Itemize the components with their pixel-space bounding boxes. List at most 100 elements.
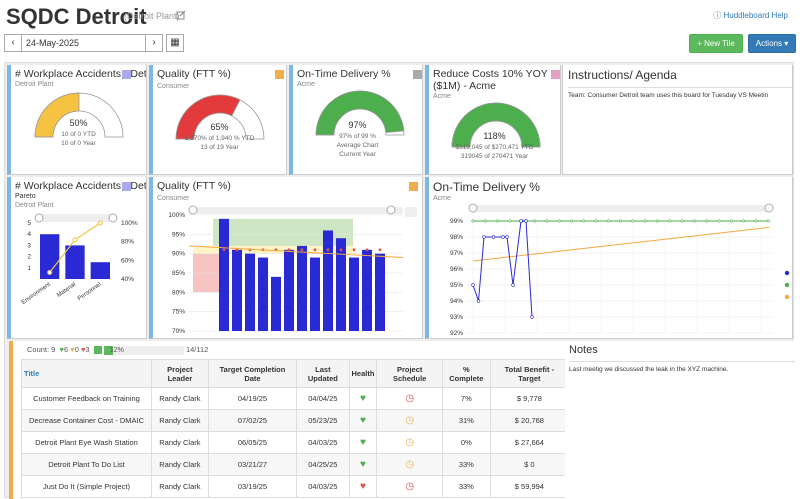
target-point xyxy=(471,219,475,223)
next-date-button[interactable]: › xyxy=(145,34,163,52)
target-point xyxy=(717,219,721,223)
tile-subtitle: Detroit Plant xyxy=(15,202,54,209)
table-row[interactable]: Decrease Container Cost - DMAIC Randy Cla… xyxy=(21,409,565,432)
notes-text[interactable]: Last meetig we discussed the leak in the… xyxy=(569,361,795,373)
progress-swatch xyxy=(93,346,102,355)
date-input[interactable]: 24-May-2025 xyxy=(22,34,146,52)
notes-title: Notes xyxy=(569,344,598,356)
target-point xyxy=(569,219,573,223)
gauge-value: 50% xyxy=(69,118,88,128)
red-heart-icon: ♥ xyxy=(80,345,86,354)
tile-quality-chart[interactable]: Quality (FTT %) Consumer 70% 75% 80% 85% 90%… xyxy=(149,177,423,339)
tile-pareto[interactable]: # Workplace Accidents - Det Pareto Detro… xyxy=(7,177,147,339)
target-point xyxy=(705,219,709,223)
column-header[interactable]: Total Benefit - Target xyxy=(489,359,565,388)
gauge-ytd: $319,045 of $270,471 YTD xyxy=(455,144,534,151)
tile-ontime[interactable]: On-Time Delivery % Acme 97% 97% of 99 % … xyxy=(289,65,423,175)
gauge-label: Average Chart xyxy=(336,142,379,149)
gauge-value: 97% xyxy=(348,120,367,130)
column-header[interactable]: Project Schedule xyxy=(376,359,443,388)
tile-color-marker xyxy=(275,70,284,79)
prev-date-button[interactable]: ‹ xyxy=(4,34,22,52)
cell-percent-complete: 7% xyxy=(441,387,491,410)
quality-bar xyxy=(336,238,346,331)
column-header[interactable]: Health xyxy=(348,359,378,388)
target-point xyxy=(557,219,561,223)
tile-title: Quality (FTT %) xyxy=(157,68,231,80)
health-heart-icon: ♥ xyxy=(348,453,378,476)
target-point xyxy=(692,219,696,223)
tile-title: # Workplace Accidents - Det xyxy=(15,180,147,192)
tile-costs[interactable]: Reduce Costs 10% YOY ($1M) - Acme Acme 1… xyxy=(425,65,561,175)
target-point xyxy=(742,219,746,223)
tile-quality[interactable]: Quality (FTT %) Consumer 65% 1,270% of 1… xyxy=(149,65,287,175)
gauge-fill xyxy=(34,92,80,138)
slider-handle-right xyxy=(108,213,118,223)
tile-accidents[interactable]: # Workplace Accidents - Det Detroit Plan… xyxy=(7,65,147,175)
target-point xyxy=(235,248,239,252)
quality-bar xyxy=(349,257,359,331)
y-tick-label: 95% xyxy=(450,282,463,289)
actual-line xyxy=(472,220,533,318)
calendar-button[interactable]: ▦ xyxy=(166,34,184,52)
table-row[interactable]: Customer Feedback on Training Randy Clark… xyxy=(21,387,565,410)
cell-last-updated: 04/03/25 xyxy=(296,431,350,454)
column-header[interactable]: Title xyxy=(21,359,152,388)
range-slider xyxy=(469,205,773,212)
slider-handle-right xyxy=(386,205,396,215)
y-tick-label: 2 xyxy=(27,254,31,261)
table-row[interactable]: Detroit Plant Eye Wash Station Randy Clar… xyxy=(21,431,565,454)
tile-color-marker xyxy=(122,182,131,191)
y-tick-label: 95% xyxy=(172,231,185,238)
cumulative-point xyxy=(72,237,78,243)
gauge-year: 10 of 0 Year xyxy=(61,140,96,147)
y-tick-label: 100% xyxy=(168,212,185,219)
health-heart-icon: ♥ xyxy=(348,431,378,454)
gauge-value: 65% xyxy=(210,122,229,132)
health-heart-icon: ♥ xyxy=(348,475,378,498)
y-tick-label: 85% xyxy=(172,270,185,277)
legend-dot xyxy=(784,270,790,276)
new-tile-button[interactable]: + New Tile xyxy=(689,34,743,53)
gauge-chart xyxy=(34,92,124,138)
y-tick-label: 1 xyxy=(27,265,31,272)
y-tick-label: 80% xyxy=(172,289,185,296)
target-point xyxy=(365,248,369,252)
y-tick-label: 97% xyxy=(450,250,463,257)
target-point xyxy=(680,219,684,223)
green-count: 6 xyxy=(63,345,69,354)
tile-color-marker xyxy=(413,70,422,79)
cell-target-date: 03/21/27 xyxy=(207,453,298,476)
column-header[interactable]: Last Updated xyxy=(296,359,350,388)
target-point xyxy=(619,219,623,223)
quality-bar xyxy=(375,253,385,331)
column-header[interactable]: Target Completion Date xyxy=(207,359,298,388)
download-icon xyxy=(405,207,417,217)
help-link[interactable]: ⓘ Huddleboard Help xyxy=(713,10,788,21)
pareto-bar xyxy=(65,245,85,279)
table-row[interactable]: Just Do It (Simple Project) Randy Clark 03… xyxy=(21,475,565,498)
gauge-chart xyxy=(451,102,541,148)
target-point xyxy=(766,219,770,223)
tile-ontime-chart[interactable]: On-Time Delivery % Acme 92% 93% 94% 95% 96% 9… xyxy=(425,177,793,339)
target-point xyxy=(313,248,317,252)
tile-instructions[interactable]: Instructions/ Agenda Team: Consumer Detr… xyxy=(562,65,793,175)
table-row[interactable]: Detroit Plant To Do List Randy Clark 03/21… xyxy=(21,453,565,476)
gauge-fill xyxy=(315,90,405,136)
trend-line xyxy=(188,245,404,259)
actions-button[interactable]: Actions ▾ xyxy=(748,34,796,53)
quality-bar xyxy=(284,249,294,331)
y-tick-label: 90% xyxy=(172,251,185,258)
target-point xyxy=(668,219,672,223)
cell-benefit: $ 0 xyxy=(489,453,565,476)
edit-icon[interactable] xyxy=(176,10,186,20)
quality-bar xyxy=(245,253,255,331)
actual-point xyxy=(524,219,528,223)
calendar-icon: ▦ xyxy=(170,37,180,48)
target-band-yellow xyxy=(193,245,353,254)
column-header[interactable]: % Complete xyxy=(441,359,491,388)
tile-color-marker xyxy=(551,70,560,79)
column-header[interactable]: Project Leader xyxy=(151,359,209,388)
trend-line xyxy=(472,226,770,262)
schedule-clock-icon: ◷ xyxy=(376,453,443,476)
